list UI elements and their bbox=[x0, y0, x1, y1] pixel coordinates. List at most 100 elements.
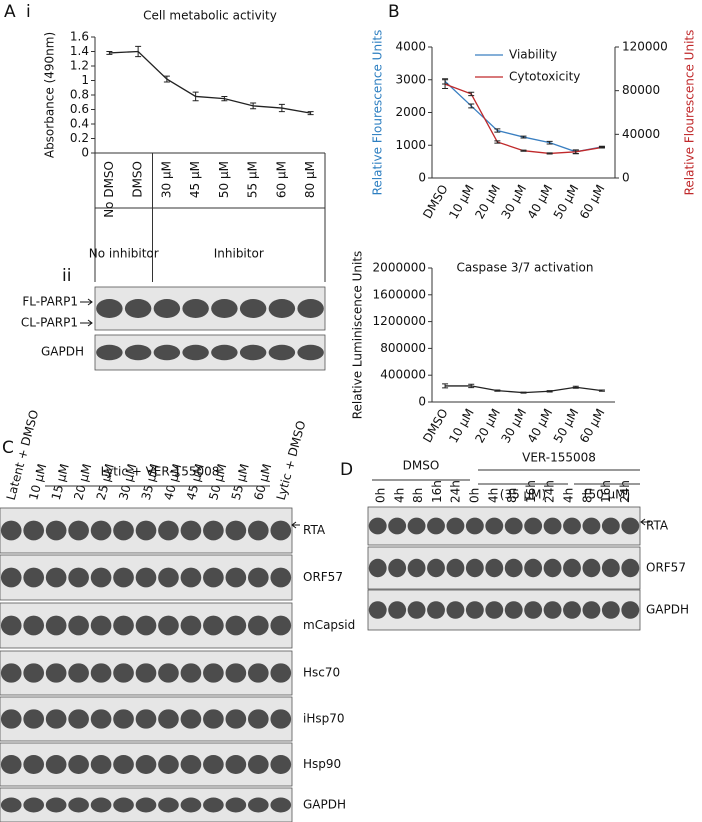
blot-c-band bbox=[45, 755, 67, 774]
blot-d-band bbox=[388, 601, 407, 619]
blot-row-label: GAPDH bbox=[646, 603, 689, 617]
blot-c-band bbox=[0, 797, 22, 813]
error-bar bbox=[250, 102, 257, 110]
blot-c-band bbox=[0, 663, 22, 683]
x-tick-label: 30 µM bbox=[159, 161, 173, 198]
error-bar bbox=[468, 383, 475, 389]
blot-c-band bbox=[113, 709, 134, 729]
x-tick-label: 60 µM bbox=[577, 182, 608, 221]
y-tick-label: 4000 bbox=[395, 40, 426, 54]
error-bar bbox=[546, 152, 553, 155]
blot-c-band bbox=[68, 567, 89, 588]
blot-c-band bbox=[135, 755, 157, 774]
blot-c-band bbox=[113, 755, 134, 774]
error-bar bbox=[278, 103, 285, 113]
blot-c-band bbox=[247, 755, 269, 774]
blot-a-band bbox=[182, 344, 209, 361]
blot-c-band bbox=[135, 567, 157, 588]
error-bar bbox=[494, 128, 501, 133]
blot-d-band bbox=[543, 558, 562, 578]
error-bar bbox=[572, 385, 579, 389]
x-tick-label: 40 µM bbox=[525, 406, 556, 445]
error-bar bbox=[442, 383, 449, 389]
blot-c-band bbox=[270, 567, 292, 588]
blot-c-band bbox=[180, 520, 202, 541]
lane-label: 4h bbox=[392, 488, 406, 503]
lane-label: 16h bbox=[599, 480, 613, 503]
error-bar bbox=[520, 391, 527, 394]
y-tick-label: 1.4 bbox=[70, 44, 89, 58]
blot-d-band bbox=[524, 558, 543, 578]
error-bar bbox=[221, 95, 228, 102]
blot-row-label: GAPDH bbox=[303, 798, 346, 812]
blot-c-band bbox=[180, 709, 202, 729]
blot-a-band bbox=[211, 299, 238, 318]
error-bar bbox=[546, 390, 553, 393]
blot-d-band bbox=[543, 517, 562, 535]
blot-c-band bbox=[113, 797, 134, 813]
blot-d-band bbox=[368, 517, 387, 535]
blot-c-band bbox=[68, 520, 89, 541]
subgroup-label: (50 µM) bbox=[584, 488, 630, 502]
y2-tick-label: 40000 bbox=[622, 127, 660, 141]
blot-c-band bbox=[135, 663, 157, 683]
blot-c-band bbox=[247, 567, 269, 588]
blot-c-band bbox=[158, 520, 179, 541]
blot-c-band bbox=[113, 567, 134, 588]
x-tick-label: No DMSO bbox=[102, 161, 116, 218]
x-tick-label: 40 µM bbox=[525, 182, 556, 221]
blot-c-band bbox=[158, 567, 179, 588]
blot-a-band bbox=[124, 344, 152, 361]
y-tick-label: 0.8 bbox=[70, 88, 89, 102]
blot-c-band bbox=[135, 615, 157, 636]
error-bar bbox=[598, 389, 605, 392]
blot-c-band bbox=[225, 567, 247, 588]
x-tick-label: 55 µM bbox=[246, 161, 260, 198]
lane-label: 8h bbox=[411, 488, 425, 503]
error-bar bbox=[307, 111, 314, 116]
blot-c-band bbox=[225, 709, 247, 729]
error-bar bbox=[192, 91, 199, 102]
y-tick-label: 400000 bbox=[380, 368, 426, 382]
x-tick-label: 30 µM bbox=[498, 406, 529, 445]
blot-c-band bbox=[90, 797, 112, 813]
legend-label: Cytotoxicity bbox=[509, 70, 580, 84]
blot-c-band bbox=[180, 663, 202, 683]
blot-c-band bbox=[90, 709, 112, 729]
panel-letter: ii bbox=[62, 266, 71, 286]
series-line bbox=[444, 83, 603, 155]
blot-c-band bbox=[135, 797, 157, 813]
x-tick-label: 30 µM bbox=[498, 182, 529, 221]
blot-c-band bbox=[158, 797, 179, 813]
blot-d-band bbox=[368, 601, 387, 619]
blot-d-band bbox=[485, 517, 504, 535]
blot-d-band bbox=[621, 601, 640, 619]
panel-letter: A bbox=[4, 2, 16, 22]
panel-letter: D bbox=[340, 460, 353, 480]
blot-a-band bbox=[239, 299, 267, 318]
blot-c-band bbox=[68, 663, 89, 683]
blot-c-band bbox=[45, 663, 67, 683]
blot-d-band bbox=[446, 517, 465, 535]
blot-c-band bbox=[23, 755, 45, 774]
blot-c-band bbox=[0, 567, 22, 588]
blot-d-band bbox=[427, 558, 445, 578]
blot-c-band bbox=[23, 567, 45, 588]
blot-d-band bbox=[446, 601, 465, 619]
y-tick-label: 1000 bbox=[395, 138, 426, 152]
lane-label: Lytic + DMSO bbox=[274, 419, 309, 502]
y-tick-label: 0 bbox=[418, 395, 426, 409]
error-bar bbox=[520, 149, 527, 152]
lane-label: 0h bbox=[468, 488, 482, 503]
blot-c-band bbox=[270, 520, 292, 541]
x-tick-label: 50 µM bbox=[551, 182, 582, 221]
blot-c-band bbox=[68, 755, 89, 774]
y2-axis-label: Relative Flourescence Units bbox=[683, 30, 697, 196]
blot-d-band bbox=[504, 558, 523, 578]
blot-a-band bbox=[297, 299, 324, 318]
blot-c-band bbox=[225, 663, 247, 683]
blot-c-band bbox=[270, 615, 292, 636]
blot-d-band bbox=[504, 601, 523, 619]
blot-a-band bbox=[96, 344, 123, 361]
